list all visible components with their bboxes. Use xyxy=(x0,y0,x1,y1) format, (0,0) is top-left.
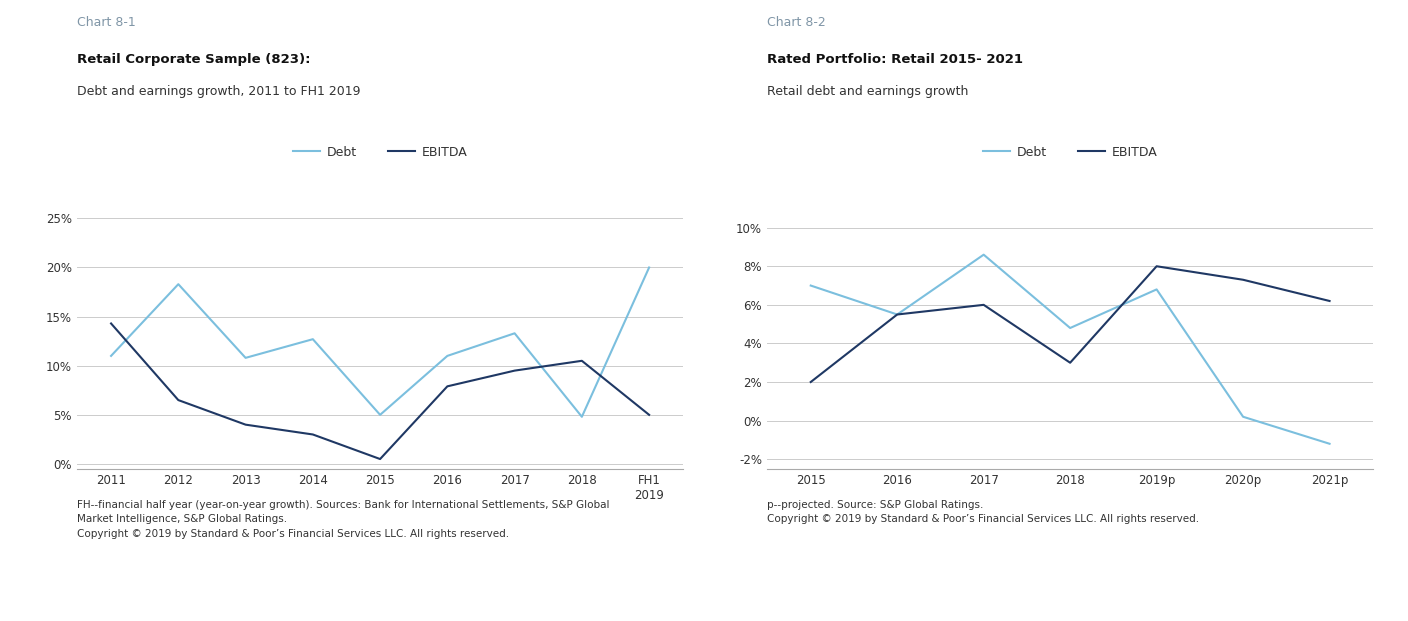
Text: FH--financial half year (year-on-year growth). Sources: Bank for International S: FH--financial half year (year-on-year gr… xyxy=(77,500,610,538)
Text: Retail debt and earnings growth: Retail debt and earnings growth xyxy=(767,85,969,98)
Legend: Debt, EBITDA: Debt, EBITDA xyxy=(983,145,1157,158)
Text: Chart 8-2: Chart 8-2 xyxy=(767,16,826,29)
Text: Retail Corporate Sample (823):: Retail Corporate Sample (823): xyxy=(77,53,311,66)
Text: Chart 8-1: Chart 8-1 xyxy=(77,16,137,29)
Text: Debt and earnings growth, 2011 to FH1 2019: Debt and earnings growth, 2011 to FH1 20… xyxy=(77,85,360,98)
Text: Rated Portfolio: Retail 2015- 2021: Rated Portfolio: Retail 2015- 2021 xyxy=(767,53,1024,66)
Text: p--projected. Source: S&P Global Ratings.
Copyright © 2019 by Standard & Poor’s : p--projected. Source: S&P Global Ratings… xyxy=(767,500,1200,524)
Legend: Debt, EBITDA: Debt, EBITDA xyxy=(293,145,467,158)
